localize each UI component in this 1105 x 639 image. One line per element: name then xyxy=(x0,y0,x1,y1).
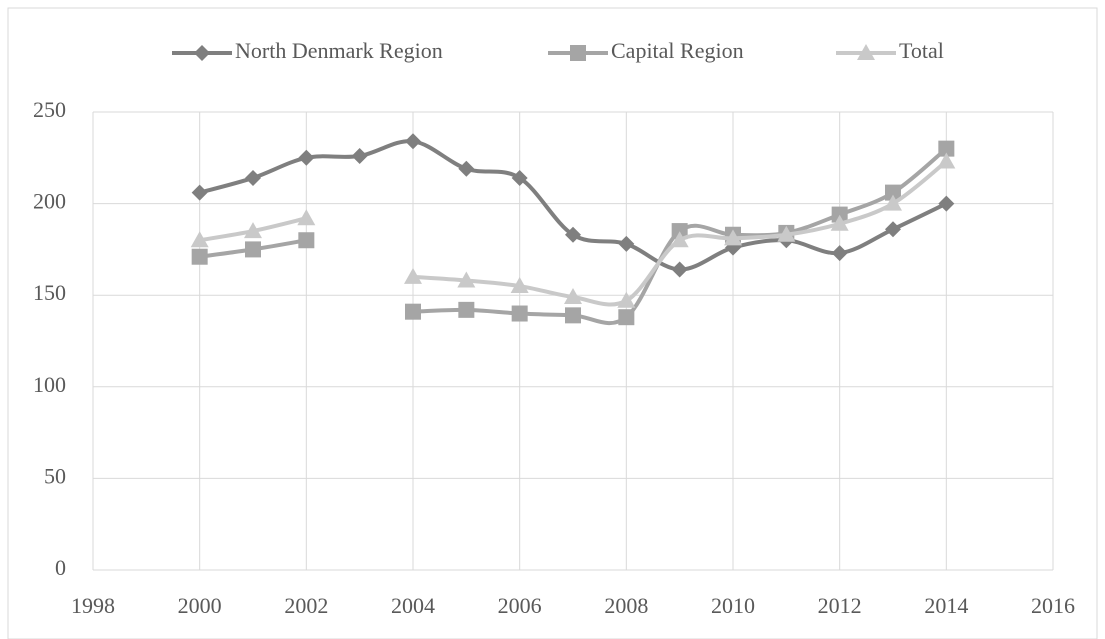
data-point xyxy=(245,241,261,258)
data-point xyxy=(245,169,261,186)
legend-label: Total xyxy=(899,38,944,63)
data-point xyxy=(244,222,262,239)
data-point xyxy=(938,195,955,212)
data-point xyxy=(831,206,848,223)
y-tick-label: 250 xyxy=(33,97,66,122)
data-point xyxy=(671,261,688,278)
data-point xyxy=(671,223,688,240)
data-point xyxy=(191,184,208,201)
data-point xyxy=(404,267,422,284)
chart-frame xyxy=(7,7,1098,639)
legend-marker xyxy=(194,45,210,61)
x-tick-label: 1998 xyxy=(71,593,115,618)
data-point xyxy=(618,309,635,326)
legend-marker xyxy=(857,44,875,60)
data-point xyxy=(510,277,529,294)
x-tick-label: 2016 xyxy=(1031,593,1075,618)
x-tick-label: 2006 xyxy=(498,593,542,618)
data-point xyxy=(565,226,581,243)
x-tick-label: 2000 xyxy=(178,593,222,618)
y-tick-label: 200 xyxy=(33,189,66,214)
data-point xyxy=(511,305,528,322)
data-point xyxy=(458,301,475,318)
data-point xyxy=(885,184,901,201)
data-point xyxy=(618,235,635,252)
data-point xyxy=(884,194,902,211)
data-point xyxy=(938,140,955,157)
data-point xyxy=(190,231,209,248)
data-point xyxy=(298,232,315,249)
x-tick-label: 2014 xyxy=(924,593,968,618)
data-point xyxy=(831,245,848,262)
x-tick-label: 2012 xyxy=(818,593,862,618)
y-tick-label: 150 xyxy=(33,280,66,305)
legend-label: Capital Region xyxy=(611,38,744,63)
data-point xyxy=(458,160,475,177)
data-point xyxy=(405,303,421,320)
legend-marker xyxy=(570,45,586,61)
data-point xyxy=(777,225,796,242)
data-point xyxy=(830,214,849,231)
data-point xyxy=(351,147,368,164)
data-point xyxy=(565,307,581,324)
data-point xyxy=(511,169,528,186)
x-tick-label: 2004 xyxy=(391,593,435,618)
data-point xyxy=(937,152,956,169)
x-tick-label: 2008 xyxy=(604,593,648,618)
x-tick-label: 2010 xyxy=(711,593,755,618)
legend-label: North Denmark Region xyxy=(235,38,443,63)
data-point xyxy=(617,291,636,308)
y-tick-label: 0 xyxy=(55,555,66,580)
y-tick-label: 100 xyxy=(33,372,66,397)
x-tick-label: 2002 xyxy=(284,593,328,618)
data-point xyxy=(297,209,316,226)
data-point xyxy=(724,229,742,246)
data-point xyxy=(564,288,582,305)
data-point xyxy=(191,248,208,265)
data-point xyxy=(885,221,901,238)
data-point xyxy=(457,271,476,288)
data-point xyxy=(298,149,315,166)
y-tick-label: 50 xyxy=(44,463,66,488)
data-point xyxy=(670,231,689,248)
data-point xyxy=(405,133,421,150)
